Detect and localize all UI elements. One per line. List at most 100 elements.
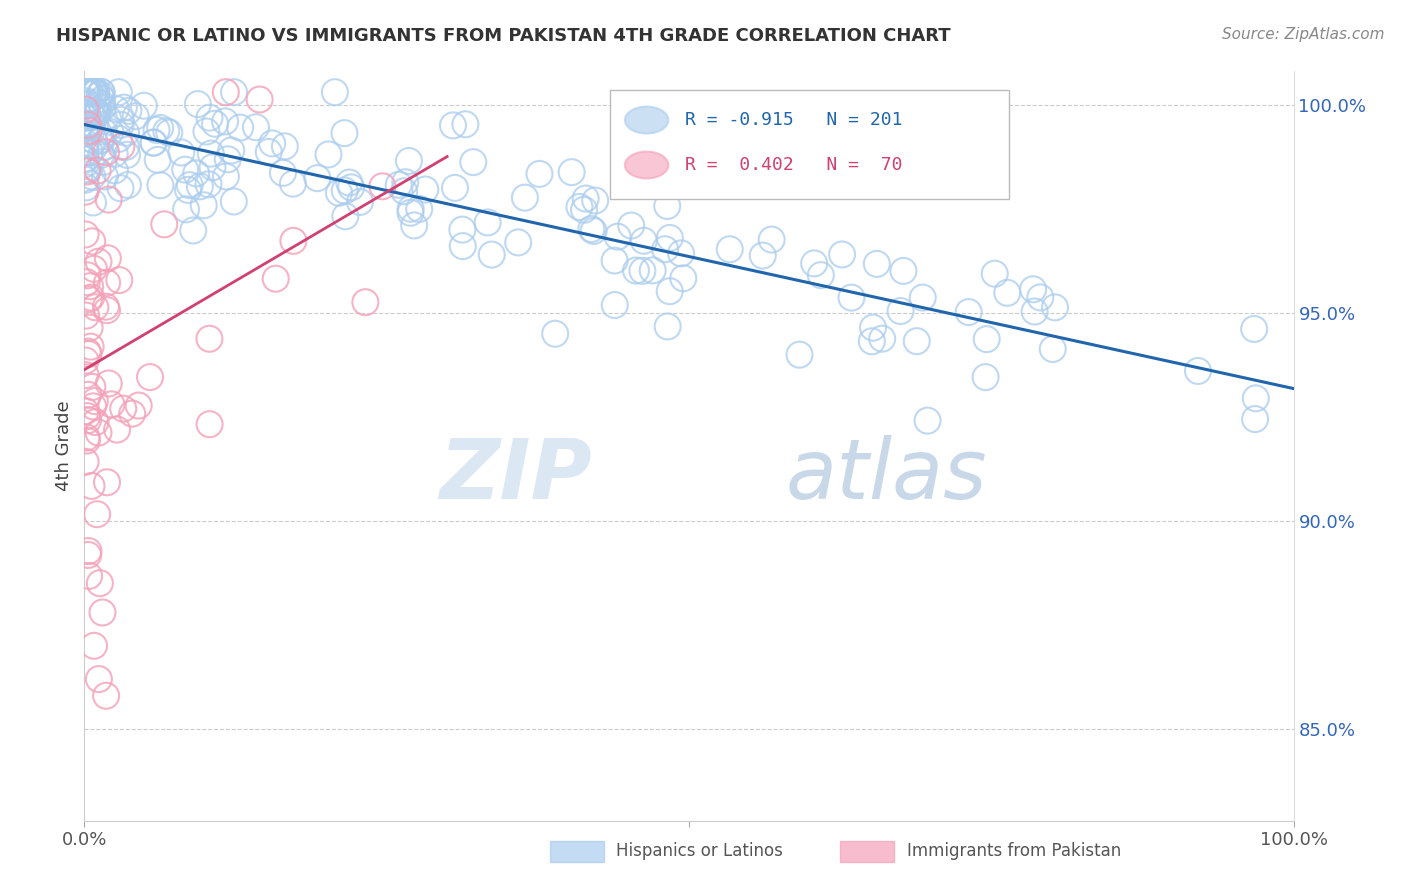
Point [76,117,98,131]
Point [77,388,100,402]
Y-axis label: 4th Grade: 4th Grade [55,401,73,491]
Point [193,198,215,212]
Point [96,276,118,290]
Point [83,134,105,148]
Point [257,145,280,159]
Point [333,184,356,198]
Point [76,275,98,289]
Point [75,152,97,166]
Point [75,353,97,368]
Point [83,140,105,154]
Point [90,85,112,99]
Point [86,507,108,521]
Point [187,97,209,112]
Point [803,256,825,270]
Point [121,407,143,421]
Text: R =  0.402   N =  70: R = 0.402 N = 70 [685,156,903,174]
Point [198,417,221,432]
Point [75,94,97,108]
Point [82,400,104,414]
Text: Immigrants from Pakistan: Immigrants from Pakistan [907,842,1121,861]
Point [354,295,377,310]
Point [149,178,172,193]
Point [90,96,112,111]
Point [200,146,222,161]
Point [139,370,162,384]
Point [77,544,100,558]
Point [107,85,129,99]
Point [271,166,294,180]
Point [76,85,98,99]
Point [75,111,97,125]
Point [371,179,394,194]
Point [104,163,127,178]
Text: HISPANIC OR LATINO VS IMMIGRANTS FROM PAKISTAN 4TH GRADE CORRELATION CHART: HISPANIC OR LATINO VS IMMIGRANTS FROM PA… [56,27,950,45]
Point [75,172,97,186]
Text: Source: ZipAtlas.com: Source: ZipAtlas.com [1222,27,1385,42]
Point [451,222,474,236]
Point [249,93,271,107]
Point [79,340,101,354]
Point [328,186,350,200]
Point [318,147,340,161]
Point [76,344,98,359]
Point [82,169,104,184]
Point [349,194,371,209]
Point [75,455,97,469]
Point [97,252,120,266]
Point [957,305,980,319]
Point [641,263,664,277]
Point [104,147,127,161]
Point [87,425,110,440]
Point [444,181,467,195]
Point [75,153,97,167]
Point [893,264,915,278]
Point [399,202,422,216]
Point [1029,290,1052,304]
Point [157,126,180,140]
Point [75,127,97,141]
Point [82,85,104,99]
Point [976,332,998,346]
Point [79,85,101,99]
Point [76,85,98,99]
Point [463,155,485,169]
Point [75,368,97,383]
Point [917,414,939,428]
Point [117,178,139,192]
Point [75,157,97,171]
Point [633,234,655,248]
Point [75,180,97,194]
Circle shape [624,106,668,134]
Point [669,246,692,260]
Point [575,192,598,206]
Point [77,347,100,361]
Point [86,108,108,122]
Point [75,404,97,418]
Point [340,180,363,194]
Point [77,118,100,132]
Point [100,125,122,139]
Point [983,267,1005,281]
Point [179,178,201,193]
Point [198,332,221,346]
Point [337,176,360,190]
Point [215,85,238,99]
Point [87,672,110,686]
Point [1243,322,1265,336]
Point [889,304,911,318]
Point [274,139,297,153]
Point [82,380,104,394]
Point [197,178,219,192]
Point [77,548,100,562]
Point [860,334,883,349]
Point [79,145,101,160]
Point [1024,304,1046,318]
Point [529,167,551,181]
Point [561,165,583,179]
Point [624,263,647,277]
Point [80,479,103,493]
Point [174,202,197,217]
Point [1244,392,1267,406]
Point [94,169,117,184]
